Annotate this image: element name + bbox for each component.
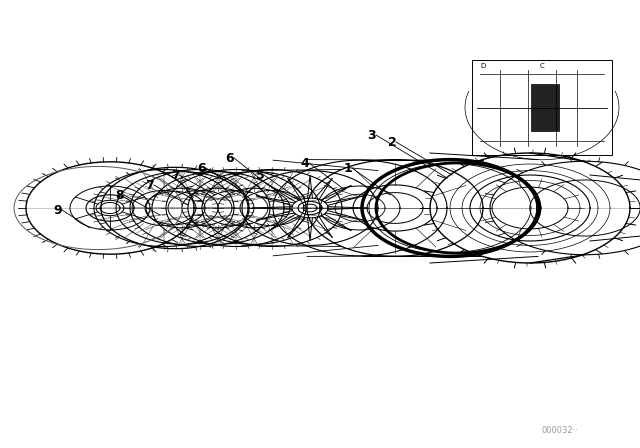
Text: 9: 9 bbox=[54, 203, 62, 216]
Text: 1: 1 bbox=[344, 161, 353, 175]
Text: 7: 7 bbox=[171, 168, 179, 181]
Text: C: C bbox=[540, 63, 544, 69]
Text: 8: 8 bbox=[116, 189, 124, 202]
Text: 4: 4 bbox=[301, 156, 309, 169]
Text: 2: 2 bbox=[388, 135, 396, 148]
Polygon shape bbox=[531, 84, 559, 131]
Text: 000032··: 000032·· bbox=[541, 426, 579, 435]
Text: 7: 7 bbox=[146, 178, 154, 191]
Text: D: D bbox=[480, 63, 485, 69]
Text: 5: 5 bbox=[255, 168, 264, 181]
Text: 6: 6 bbox=[198, 161, 206, 175]
Text: 3: 3 bbox=[368, 129, 376, 142]
Text: 6: 6 bbox=[226, 151, 234, 164]
